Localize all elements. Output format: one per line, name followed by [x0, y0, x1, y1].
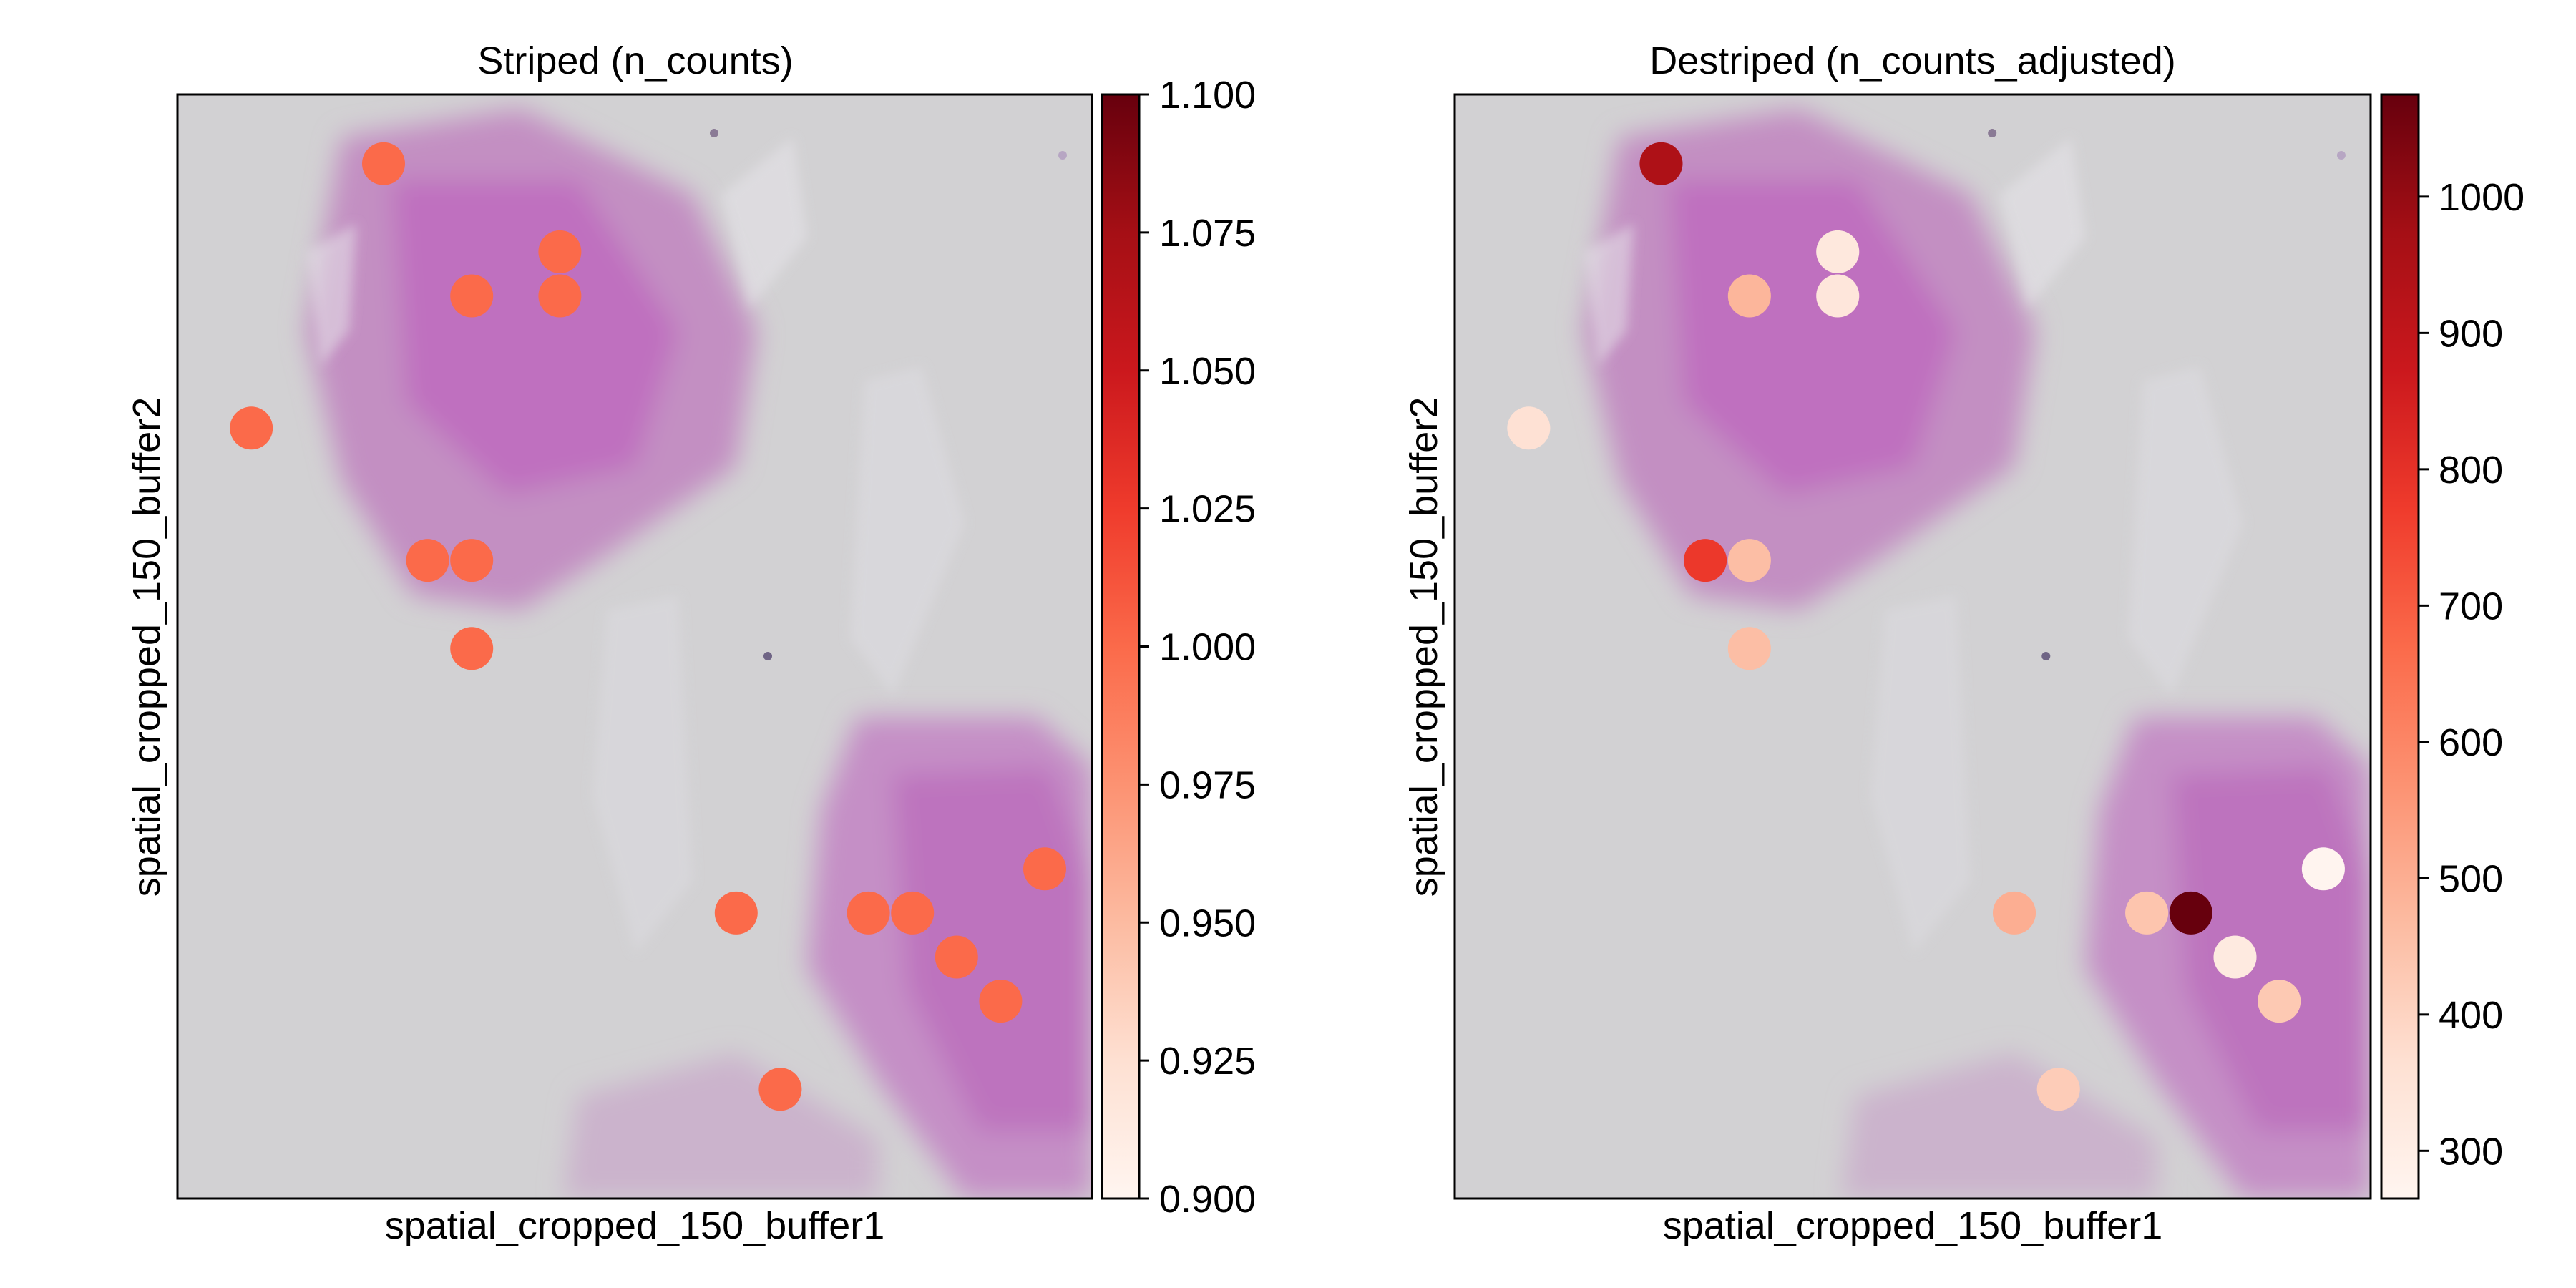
data-point-14 — [758, 1068, 802, 1111]
colorbar-tick-label: 500 — [2439, 857, 2503, 900]
colorbar-tick-label: 300 — [2439, 1130, 2503, 1173]
data-point-7 — [450, 627, 494, 670]
data-point-9 — [847, 891, 890, 935]
colorbar-tick-label: 600 — [2439, 721, 2503, 764]
data-point-1 — [230, 406, 273, 450]
striped-title: Striped (n_counts) — [477, 39, 793, 82]
colorbar-tick-label: 1.050 — [1159, 350, 1256, 393]
colorbar-tick-label: 1000 — [2439, 176, 2524, 219]
striped-plot-area — [177, 94, 1092, 1199]
data-point-5 — [406, 539, 449, 582]
colorbar-tick-label: 1.000 — [1159, 626, 1256, 669]
destriped-points — [1507, 142, 2345, 1111]
data-point-8 — [714, 891, 758, 935]
striped-plot-frame — [176, 93, 1093, 1200]
destriped-x-axis-label: spatial_cropped_150_buffer1 — [1663, 1204, 2163, 1247]
striped-panel: Striped (n_counts) — [125, 39, 1256, 1247]
colorbar-tick-label: 1.100 — [1159, 74, 1256, 117]
data-point-11 — [2301, 847, 2345, 891]
striped-x-axis-label: spatial_cropped_150_buffer1 — [385, 1204, 885, 1247]
data-point-6 — [450, 539, 494, 582]
data-point-2 — [1727, 274, 1771, 318]
destriped-panel: Destriped (n_counts_adjusted) — [1402, 39, 2524, 1247]
data-point-5 — [1684, 539, 1727, 582]
data-point-0 — [1639, 142, 1683, 185]
colorbar-tick-label: 0.975 — [1159, 763, 1256, 806]
colorbar-tick-label: 1.025 — [1159, 488, 1256, 531]
data-point-10 — [2169, 891, 2212, 935]
data-point-3 — [1816, 230, 1860, 273]
colorbar-tick-label: 0.900 — [1159, 1178, 1256, 1221]
destriped-title: Destriped (n_counts_adjusted) — [1649, 39, 2175, 82]
data-point-13 — [979, 980, 1023, 1023]
colorbar-tick-label: 1.075 — [1159, 212, 1256, 255]
data-point-3 — [538, 230, 582, 273]
colorbar-tick-label: 900 — [2439, 312, 2503, 355]
striped-colorbar-gradient — [1101, 93, 1141, 1200]
destriped-y-axis-label: spatial_cropped_150_buffer2 — [1402, 397, 1445, 897]
colorbar-tick-label: 0.950 — [1159, 902, 1256, 945]
striped-colorbar: 1.100 1.075 1.050 1.025 1.000 0.975 0.950 0.925… — [1101, 74, 1256, 1221]
data-point-9 — [2125, 891, 2169, 935]
data-point-8 — [1992, 891, 2036, 935]
tissue-background — [177, 94, 1092, 1199]
data-point-11 — [1023, 847, 1066, 891]
data-point-14 — [2036, 1068, 2080, 1111]
data-point-12 — [935, 935, 978, 979]
data-point-6 — [1727, 539, 1771, 582]
destriped-plot-frame — [1453, 93, 2372, 1200]
data-point-4 — [1816, 274, 1860, 318]
colorbar-tick-label: 800 — [2439, 449, 2503, 492]
destriped-colorbar-gradient — [2380, 93, 2420, 1200]
data-point-12 — [2213, 935, 2257, 979]
destriped-plot-area — [1455, 94, 2371, 1199]
data-point-10 — [891, 891, 935, 935]
colorbar-tick-label: 400 — [2439, 994, 2503, 1037]
destriped-colorbar-ticks: 1000 900 800 700 600 500 400 300 — [2419, 176, 2524, 1173]
data-point-0 — [362, 142, 405, 185]
data-point-1 — [1507, 406, 1551, 450]
tissue-background — [1455, 94, 2371, 1199]
data-point-4 — [538, 274, 582, 318]
striped-y-axis-label: spatial_cropped_150_buffer2 — [125, 397, 168, 897]
data-point-13 — [2258, 980, 2301, 1023]
colorbar-tick-label: 0.925 — [1159, 1040, 1256, 1083]
striped-colorbar-ticks: 1.100 1.075 1.050 1.025 1.000 0.975 0.950 0.925… — [1139, 74, 1256, 1221]
striped-points — [230, 142, 1066, 1111]
data-point-2 — [450, 274, 494, 318]
colorbar-tick-label: 700 — [2439, 585, 2503, 628]
data-point-7 — [1727, 627, 1771, 670]
destriped-colorbar: 1000 900 800 700 600 500 400 300 — [2380, 93, 2524, 1200]
